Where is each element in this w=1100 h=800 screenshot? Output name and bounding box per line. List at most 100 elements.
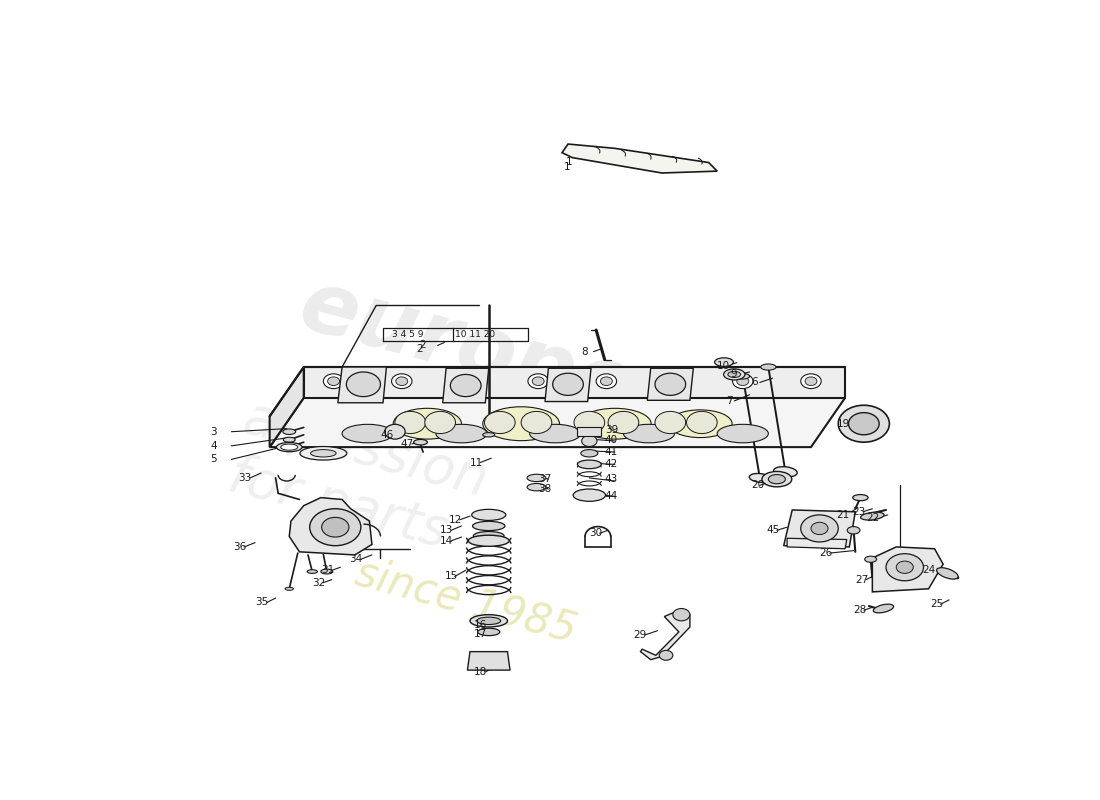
Ellipse shape: [477, 628, 499, 636]
Text: a passion
for parts: a passion for parts: [222, 391, 494, 565]
Polygon shape: [647, 368, 693, 400]
Ellipse shape: [414, 439, 427, 445]
Circle shape: [664, 374, 685, 389]
Circle shape: [601, 377, 613, 386]
Text: 12: 12: [449, 515, 462, 525]
Text: 2: 2: [419, 341, 426, 350]
Ellipse shape: [307, 570, 318, 574]
Ellipse shape: [321, 569, 332, 574]
Text: 37: 37: [538, 474, 551, 484]
Text: 3: 3: [210, 426, 217, 437]
Circle shape: [596, 374, 617, 389]
Text: 47: 47: [400, 439, 414, 449]
Polygon shape: [788, 538, 847, 549]
Circle shape: [673, 609, 690, 621]
Ellipse shape: [762, 471, 792, 487]
Ellipse shape: [476, 617, 501, 625]
Circle shape: [659, 650, 673, 660]
Text: 3 4 5 9: 3 4 5 9: [392, 330, 424, 339]
Circle shape: [395, 411, 426, 434]
Text: 1: 1: [565, 157, 572, 167]
Text: 5: 5: [210, 454, 217, 465]
Text: 34: 34: [349, 554, 362, 564]
Text: 4: 4: [210, 441, 217, 451]
Ellipse shape: [852, 494, 868, 501]
Polygon shape: [442, 368, 488, 402]
Ellipse shape: [473, 531, 504, 540]
Ellipse shape: [573, 489, 605, 502]
Circle shape: [574, 411, 605, 434]
Ellipse shape: [578, 460, 602, 469]
Circle shape: [608, 411, 639, 434]
Ellipse shape: [529, 424, 581, 443]
Circle shape: [654, 373, 685, 395]
Text: 15: 15: [444, 571, 458, 582]
Text: 23: 23: [851, 507, 865, 517]
Text: 2: 2: [416, 343, 422, 354]
Polygon shape: [338, 367, 386, 402]
Text: 40: 40: [605, 434, 618, 445]
Text: 16: 16: [474, 619, 487, 630]
Text: since 1985: since 1985: [351, 551, 581, 651]
Ellipse shape: [527, 474, 546, 482]
Ellipse shape: [483, 433, 495, 437]
Ellipse shape: [394, 408, 462, 439]
Circle shape: [801, 374, 822, 389]
Text: 28: 28: [854, 606, 867, 615]
Circle shape: [450, 374, 481, 397]
Text: 41: 41: [605, 447, 618, 457]
Ellipse shape: [728, 371, 740, 378]
Text: 1: 1: [563, 162, 571, 172]
Text: 42: 42: [605, 459, 618, 470]
Text: 19: 19: [836, 418, 850, 429]
Polygon shape: [270, 367, 304, 447]
Text: 10: 10: [717, 361, 730, 371]
Circle shape: [838, 406, 890, 442]
Ellipse shape: [579, 408, 651, 439]
Polygon shape: [640, 610, 690, 660]
Text: 9: 9: [730, 370, 737, 379]
Ellipse shape: [472, 510, 506, 521]
Circle shape: [805, 377, 817, 386]
Circle shape: [460, 374, 481, 389]
Polygon shape: [578, 427, 602, 436]
Ellipse shape: [527, 483, 546, 491]
Text: 38: 38: [538, 484, 551, 494]
Polygon shape: [544, 368, 591, 402]
Ellipse shape: [715, 358, 734, 366]
Circle shape: [396, 377, 408, 386]
Ellipse shape: [873, 604, 893, 613]
Polygon shape: [468, 652, 510, 670]
Circle shape: [532, 377, 544, 386]
Text: 25: 25: [931, 599, 944, 610]
Text: 44: 44: [605, 491, 618, 502]
Text: 35: 35: [255, 598, 268, 607]
Ellipse shape: [865, 556, 877, 562]
Circle shape: [328, 377, 340, 386]
Circle shape: [385, 424, 405, 439]
Circle shape: [848, 413, 879, 435]
Text: 32: 32: [312, 578, 326, 588]
Polygon shape: [562, 144, 717, 173]
Text: 27: 27: [856, 574, 869, 585]
Circle shape: [528, 374, 549, 389]
Circle shape: [811, 522, 828, 534]
Text: 31: 31: [321, 566, 334, 575]
Text: 7: 7: [726, 396, 733, 406]
Circle shape: [321, 518, 349, 537]
Ellipse shape: [310, 450, 337, 457]
Ellipse shape: [436, 424, 487, 443]
Circle shape: [464, 377, 476, 386]
Text: 36: 36: [233, 542, 246, 552]
Circle shape: [552, 373, 583, 395]
Ellipse shape: [717, 424, 768, 443]
Text: europes: europes: [290, 264, 692, 446]
Ellipse shape: [473, 522, 505, 530]
Ellipse shape: [284, 438, 295, 442]
Text: 45: 45: [767, 526, 780, 535]
Ellipse shape: [768, 474, 785, 484]
Text: 29: 29: [634, 630, 647, 640]
Ellipse shape: [469, 535, 509, 546]
Ellipse shape: [847, 526, 860, 534]
Ellipse shape: [624, 424, 674, 443]
